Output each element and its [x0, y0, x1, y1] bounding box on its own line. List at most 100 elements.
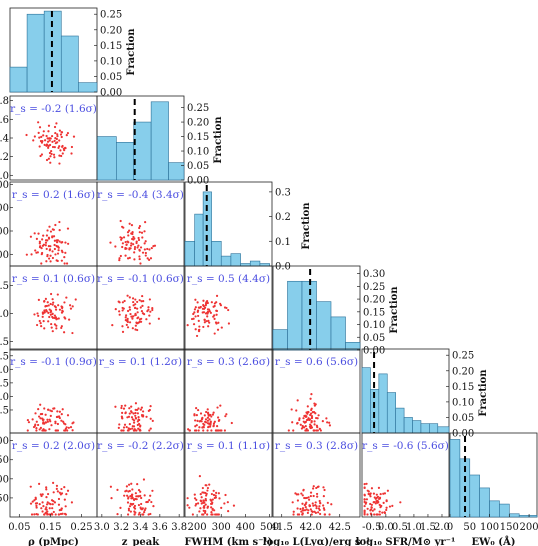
scatter-point [46, 137, 49, 140]
scatter-panel-fwhm-vs-zpeak: r_s = -0.4 (3.4σ) [96, 181, 185, 267]
scatter-point [114, 308, 117, 311]
scatter-point [363, 498, 366, 501]
scatter-point [38, 482, 41, 486]
scatter-point [34, 412, 37, 415]
scatter-point [134, 411, 137, 415]
scatter-panel-sfr-vs-zpeak: r_s = 0.1 (1.2σ) [96, 348, 185, 434]
scatter-point [49, 503, 52, 506]
scatter-point [145, 415, 148, 418]
scatter-point [148, 322, 151, 325]
scatter-point [326, 421, 329, 424]
scatter-point [43, 143, 46, 147]
scatter-point [114, 405, 117, 408]
scatter-point [311, 410, 314, 414]
scatter-point [39, 154, 42, 158]
scatter-point [49, 161, 52, 164]
scatter-point [149, 427, 152, 430]
scatter-point [34, 249, 37, 252]
scatter-point [214, 494, 217, 497]
scatter-point [363, 483, 366, 486]
scatter-point [57, 317, 60, 320]
scatter-point [72, 421, 75, 424]
scatter-point [136, 495, 140, 498]
scatter-point [213, 317, 216, 320]
y-tick-label: 00 [0, 227, 9, 238]
scatter-point [140, 231, 144, 234]
scatter-point [53, 305, 57, 308]
scatter-point [47, 124, 51, 127]
scatter-point [140, 310, 144, 313]
scatter-point [374, 502, 377, 505]
scatter-point [43, 407, 46, 410]
scatter-point [126, 501, 130, 504]
hist-bar [449, 439, 461, 518]
hist-bar [249, 260, 261, 267]
scatter-point [123, 299, 126, 303]
scatter-point [126, 257, 130, 260]
scatter-point [206, 315, 209, 318]
scatter-point [146, 247, 149, 251]
scatter-point [385, 506, 388, 509]
scatter-point [325, 417, 328, 420]
scatter-point [66, 414, 70, 417]
scatter-point [34, 423, 37, 426]
scatter-point [25, 253, 28, 256]
scatter-point [219, 404, 222, 407]
hist-bar [133, 121, 152, 181]
scatter-point [60, 311, 64, 314]
scatter-point [134, 492, 137, 495]
scatter-point [124, 247, 127, 251]
scatter-point [148, 499, 151, 502]
scatter-point [195, 498, 198, 502]
scatter-point [301, 502, 304, 505]
scatter-point [133, 498, 136, 501]
y-tick-label: .4 [0, 134, 9, 145]
scatter-point [217, 492, 220, 495]
scatter-point [63, 485, 66, 489]
scatter-point [40, 262, 43, 265]
scatter-point [36, 251, 39, 254]
scatter-point [382, 501, 385, 504]
x-tick-label: 200 [520, 522, 538, 533]
scatter-point [44, 421, 47, 424]
scatter-point [290, 408, 293, 411]
scatter-point [130, 224, 134, 227]
scatter-point [45, 134, 48, 138]
hist-panel-fwhm: Fraction [184, 181, 312, 267]
scatter-point [311, 510, 314, 513]
scatter-point [198, 510, 201, 513]
scatter-point [54, 223, 57, 227]
scatter-point [134, 298, 137, 301]
scatter-point [135, 498, 138, 501]
scatter-point [144, 221, 147, 224]
scatter-point [318, 505, 321, 508]
scatter-point [124, 319, 127, 322]
hist-bar [361, 367, 371, 434]
scatter-point [211, 501, 214, 504]
scatter-point [363, 486, 366, 490]
hist-bar [184, 240, 195, 267]
scatter-point [140, 320, 143, 323]
scatter-point [386, 489, 390, 492]
fraction-axis-label: Fraction [126, 28, 137, 76]
scatter-point [307, 498, 311, 501]
scatter-point [137, 427, 140, 430]
scatter-point [310, 407, 313, 410]
scatter-point [126, 429, 130, 432]
scatter-point [44, 508, 47, 511]
scatter-point [42, 505, 45, 508]
scatter-point [37, 131, 40, 134]
scatter-point [134, 511, 137, 514]
scatter-point [55, 484, 59, 487]
scatter-point [220, 326, 223, 329]
panel-frame [184, 265, 273, 351]
spearman-annotation: r_s = 0.3 (2.8σ) [275, 440, 358, 452]
scatter-point [139, 262, 142, 265]
scatter-point [363, 500, 366, 504]
scatter-point [64, 505, 67, 508]
scatter-point [195, 414, 198, 417]
scatter-point [319, 502, 322, 505]
scatter-point [217, 429, 220, 432]
scatter-point [149, 310, 152, 313]
scatter-point [58, 154, 61, 157]
